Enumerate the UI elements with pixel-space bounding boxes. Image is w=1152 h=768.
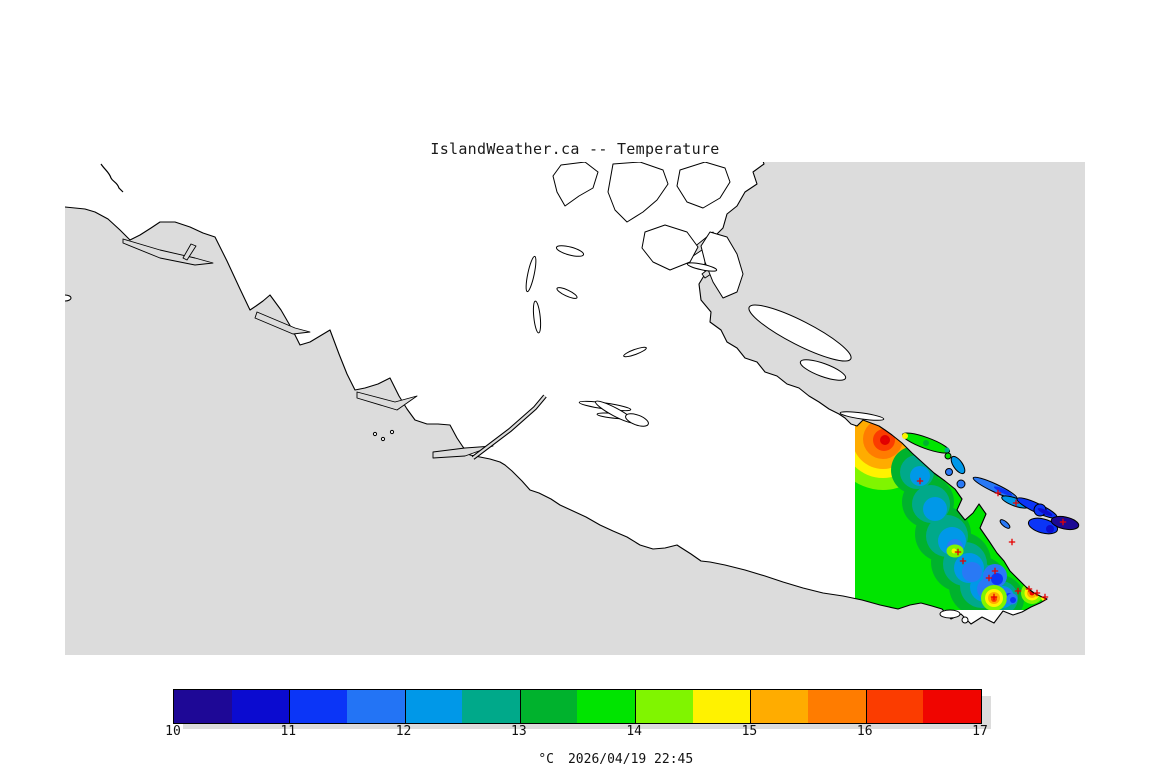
- map-region: [65, 162, 1085, 655]
- colored-island-details: [902, 433, 1054, 533]
- colorbar-segment: [692, 690, 751, 723]
- station-plus-icon: [991, 567, 999, 575]
- station-plus-icon: [1008, 538, 1016, 546]
- station-plus-icon: [1041, 593, 1049, 601]
- colorbar-unit-label: °C: [538, 752, 554, 767]
- colorbar-segment: [346, 690, 405, 723]
- station-plus-icon: [881, 436, 889, 444]
- station-plus-icon: [916, 477, 924, 485]
- station-plus-icon: [1012, 499, 1020, 507]
- colorbar-tick-label: 16: [856, 724, 873, 739]
- colorbar-segment: [750, 690, 809, 723]
- station-plus-icon: [990, 593, 998, 601]
- colorbar-tick: [289, 690, 291, 723]
- station-markers: [881, 436, 1067, 601]
- colorbar-tick-label: 13: [511, 724, 527, 739]
- timestamp-label: 2026/04/19 22:45: [567, 752, 694, 767]
- colorbar-segment: [404, 690, 463, 723]
- temperature-map-canvas: [65, 162, 1085, 655]
- page-title: IslandWeather.ca -- Temperature: [430, 140, 720, 158]
- colorbar-tick: [519, 690, 521, 723]
- colorbar-segment: [174, 690, 232, 723]
- colorbar-tick-label: 17: [972, 724, 988, 739]
- colorbar-segment: [923, 690, 981, 723]
- colorbar-segment: [519, 690, 578, 723]
- inlet-channel: [471, 394, 547, 460]
- island-shapes: [65, 162, 969, 624]
- colorbar-tick-label: 15: [741, 724, 758, 739]
- colorbar-segment: [231, 690, 290, 723]
- colorbar-segment: [808, 690, 866, 723]
- station-plus-icon: [954, 548, 962, 556]
- colorbar-segment: [865, 690, 924, 723]
- colorbar-tick-label: 11: [280, 724, 297, 739]
- colorbar-tick: [404, 690, 406, 723]
- colorbar-meta: °C 2026/04/19 22:45: [507, 737, 693, 768]
- colorbar-tick: [635, 690, 637, 723]
- colorbar-tick-label: 14: [626, 724, 642, 739]
- islet-chain: [100, 163, 124, 193]
- colorbar: [173, 689, 982, 724]
- colorbar-tick-label: 12: [395, 724, 412, 739]
- station-plus-icon: [1014, 587, 1022, 595]
- station-plus-icon: [994, 489, 1002, 497]
- station-plus-icon: [1025, 585, 1033, 593]
- station-plus-icon: [985, 574, 993, 582]
- station-plus-icon: [1033, 589, 1041, 597]
- station-plus-icon: [959, 557, 967, 565]
- colorbar-segment: [577, 690, 636, 723]
- colorbar-tick-labels: 10 11 12 13 14 15 16 17: [0, 724, 1152, 739]
- colorbar-tick: [750, 690, 752, 723]
- colorbar-segment: [635, 690, 693, 723]
- colorbar-segment: [462, 690, 520, 723]
- colorbar-segment: [289, 690, 347, 723]
- colorbar-tick: [865, 690, 867, 723]
- station-plus-icon: [1059, 518, 1067, 526]
- colorbar-tick-label: 10: [165, 724, 181, 739]
